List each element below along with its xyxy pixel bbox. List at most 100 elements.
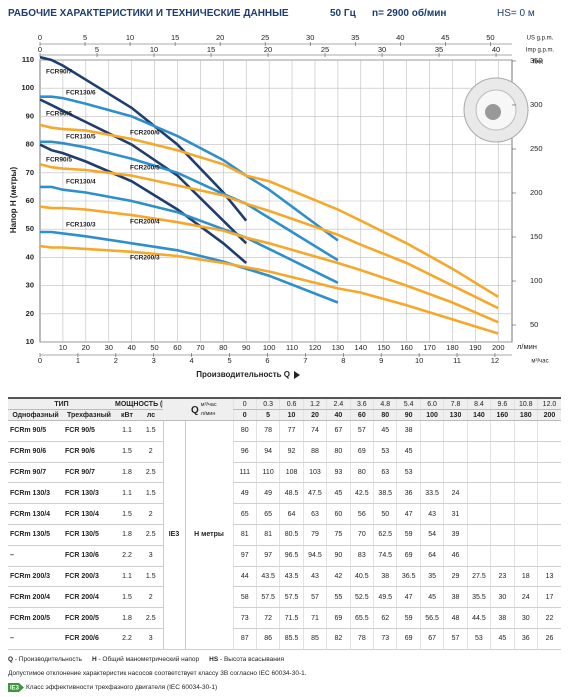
suction: HS= 0 м	[497, 8, 535, 19]
flow-lpm: 130	[443, 409, 468, 421]
single-phase-model: FCRm 90/5	[8, 420, 63, 442]
x-tick-label: 120	[309, 343, 322, 352]
head-value: 49	[255, 482, 280, 505]
data-row: FCRm 130/4 FCR 130/4 1.5 2 65 65 64 63 60 56 50 47 4…	[8, 503, 561, 525]
single-phase-model: FCRm 130/4	[8, 503, 63, 525]
grid	[40, 59, 512, 343]
single-phase-model: –	[8, 628, 63, 650]
head-value: 38	[443, 586, 468, 609]
head-value: 57.5	[279, 586, 304, 609]
power-kw: 1.5	[115, 503, 139, 525]
x-tick-label: 10	[59, 343, 67, 352]
power-hp: 1.5	[139, 420, 163, 442]
head-value	[490, 545, 515, 567]
page-title: РАБОЧИЕ ХАРАКТЕРИСТИКИ И ТЕХНИЧЕСКИЕ ДАН…	[8, 8, 289, 19]
curve-label: FCR90/6	[46, 111, 72, 118]
head-value: 78	[255, 420, 280, 442]
head-value: 80.5	[279, 524, 304, 546]
head-value	[513, 503, 538, 525]
head-value: 72	[255, 607, 280, 629]
tick-label: 50	[486, 33, 494, 42]
power-kw: 1.8	[115, 462, 139, 484]
axis-label: м³/час	[531, 359, 548, 365]
flow-lpm: 140	[466, 409, 491, 421]
head-value: 42	[326, 566, 351, 588]
head-value: 59	[396, 524, 421, 546]
head-value: 63	[373, 462, 397, 484]
head-value	[490, 441, 515, 463]
head-value: 80	[349, 462, 374, 484]
head-value: 44	[232, 566, 257, 588]
tick-label: 0	[38, 33, 42, 42]
data-row: FCRm 90/7 FCR 90/7 1.8 2.5 111 110 108 103 93 80 6…	[8, 462, 561, 484]
flow-m3h: 5.4	[396, 397, 421, 410]
head-value: 46	[443, 545, 468, 567]
head-value: 31	[443, 503, 468, 525]
head-value: 53	[396, 462, 421, 484]
head-value: 110	[255, 462, 280, 484]
three-phase-model: FCR 90/7	[63, 462, 115, 484]
flow-m3h: 1.2	[302, 397, 327, 410]
head-value: 64	[419, 545, 444, 567]
ie-icon: IE3	[8, 683, 24, 692]
head-value: 38.5	[373, 482, 397, 505]
head-value: 22	[536, 607, 561, 629]
power-kw: 1.1	[115, 420, 139, 442]
head-value: 38	[396, 420, 421, 442]
head-value	[513, 462, 538, 484]
curve	[39, 163, 499, 310]
header-cell: кВт	[115, 409, 139, 421]
head-value: 57	[443, 628, 468, 650]
power-kw: 2.2	[115, 545, 139, 567]
header-cell	[163, 397, 185, 421]
head-value: 52.5	[349, 586, 374, 609]
head-value: 35.5	[466, 586, 491, 609]
x-tick-label: 20	[82, 343, 90, 352]
head-value: 92	[279, 441, 304, 463]
head-value: 57	[302, 586, 327, 609]
power-kw: 2.2	[115, 628, 139, 650]
x-tick-label: 30	[105, 343, 113, 352]
head-value	[466, 441, 491, 463]
flow-m3h: 8.4	[466, 397, 491, 410]
head-value: 70	[349, 524, 374, 546]
head-value: 71	[302, 607, 327, 629]
head-value	[490, 524, 515, 546]
head-value	[536, 503, 561, 525]
head-value: 80	[326, 441, 351, 463]
tick-label: 12	[491, 356, 499, 365]
axis-label: feet	[533, 60, 543, 66]
head-value: 62.5	[373, 524, 397, 546]
head-value: 42.5	[349, 482, 374, 505]
head-value: 62	[373, 607, 397, 629]
q-unit: м³/час	[200, 401, 217, 408]
y-axis-title: Напор H (метры)	[9, 167, 18, 234]
curve-label: FCR200/4	[130, 219, 160, 226]
tick-label: 0	[38, 45, 42, 54]
head-value: 97	[255, 545, 280, 567]
power-kw: 1.5	[115, 586, 139, 609]
y2-tick-label: 350	[530, 56, 543, 65]
axis-label: US g.p.m.	[527, 36, 554, 42]
tick-label: 11	[453, 356, 461, 365]
power-hp: 2	[139, 441, 163, 463]
head-value: 96	[232, 441, 257, 463]
head-value: 47.5	[302, 482, 327, 505]
curve-label: FCR130/5	[66, 134, 96, 141]
x-tick-label: 50	[150, 343, 158, 352]
x-tick-label: 130	[332, 343, 345, 352]
curve	[40, 140, 339, 262]
curve-label: FCR90/7	[46, 69, 72, 76]
head-value	[536, 441, 561, 463]
three-phase-model: FCR 200/6	[63, 628, 115, 650]
head-value: 69	[396, 545, 421, 567]
head-value: 49	[232, 482, 257, 505]
tick-label: 40	[396, 33, 404, 42]
curve	[39, 244, 499, 335]
header-cell: Однофазный	[8, 409, 63, 421]
abbr-text: - Общий манометрический напор	[98, 656, 200, 663]
curve-label: FCR130/6	[66, 90, 96, 97]
head-value	[490, 420, 515, 442]
head-value	[466, 482, 491, 505]
